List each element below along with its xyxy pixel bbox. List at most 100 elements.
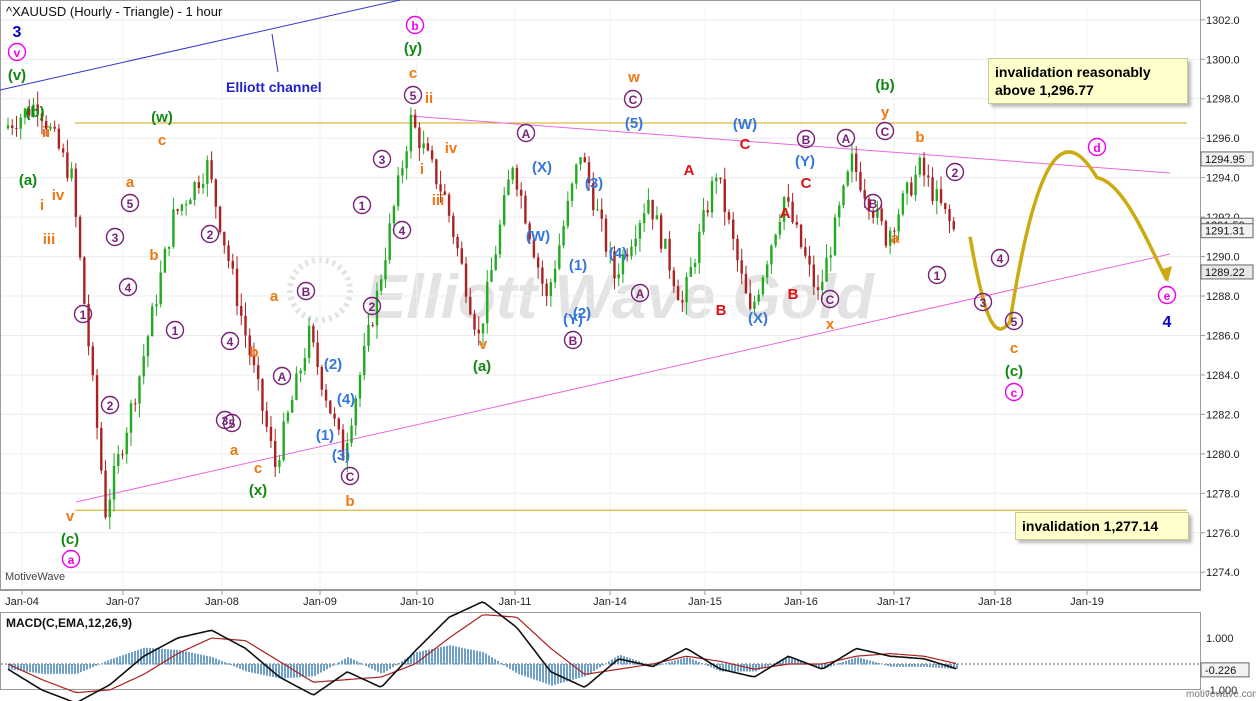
macd-histogram-bar xyxy=(584,664,586,677)
candle-body xyxy=(744,273,748,294)
candle-body xyxy=(396,175,400,207)
macd-histogram-bar xyxy=(134,650,136,665)
candle-body xyxy=(248,335,251,356)
macd-histogram-bar xyxy=(833,664,835,666)
macd-histogram-bar xyxy=(203,655,205,665)
candle-body xyxy=(409,114,413,152)
macd-histogram-bar xyxy=(158,648,160,665)
wave-label: v xyxy=(14,46,21,60)
candle-body xyxy=(715,177,718,182)
wave-label: w xyxy=(627,69,640,86)
wave-label: 3 xyxy=(13,24,22,41)
macd-histogram-bar xyxy=(608,661,610,665)
wave-label-circle xyxy=(820,289,840,309)
candle-body xyxy=(888,230,892,246)
candle-body xyxy=(833,217,837,256)
macd-histogram-bar xyxy=(857,657,859,665)
macd-histogram-bar xyxy=(713,664,715,669)
macd-panel-frame xyxy=(0,612,1201,690)
macd-histogram-bar xyxy=(953,664,955,669)
wave-label: (3) xyxy=(332,447,350,464)
wave-label: (b) xyxy=(875,77,894,94)
wave-label: c xyxy=(158,132,166,149)
wave-label: B xyxy=(802,133,811,147)
macd-histogram-bar xyxy=(479,651,481,665)
wave-label: C xyxy=(801,175,812,192)
candle-body xyxy=(74,168,78,217)
candle-body xyxy=(668,238,671,271)
candle-body xyxy=(952,221,955,230)
macd-histogram-bar xyxy=(425,650,427,665)
candle-body xyxy=(358,375,362,399)
candle-body xyxy=(218,206,222,232)
candle-body xyxy=(948,209,951,222)
macd-histogram-bar xyxy=(698,661,700,665)
candle-body xyxy=(252,355,256,366)
macd-histogram-bar xyxy=(509,664,511,669)
macd-histogram-bar xyxy=(347,657,349,665)
wave-label-circle xyxy=(1004,311,1024,331)
candle-body xyxy=(876,208,879,218)
candle-body xyxy=(57,128,61,149)
candle-body xyxy=(486,281,489,324)
macd-histogram-bar xyxy=(497,660,499,665)
macd-histogram-bar xyxy=(230,664,232,666)
macd-histogram-bar xyxy=(515,664,517,673)
macd-histogram-bar xyxy=(308,664,310,677)
candle-body xyxy=(842,185,845,206)
macd-histogram-bar xyxy=(314,664,316,676)
macd-histogram-bar xyxy=(188,652,190,665)
wave-label-circle xyxy=(105,227,125,247)
candle-body xyxy=(11,125,14,128)
macd-histogram-bar xyxy=(77,664,79,674)
candle-body xyxy=(265,410,268,427)
candle-body xyxy=(384,260,387,280)
candle-body xyxy=(498,224,502,255)
macd-histogram-bar xyxy=(395,664,397,666)
candle-body xyxy=(740,260,743,274)
macd-histogram-bar xyxy=(128,653,130,665)
candle-body xyxy=(532,239,536,258)
candle-body xyxy=(337,418,341,430)
candle-body xyxy=(863,190,866,199)
wave-label: a xyxy=(126,174,135,191)
macd-histogram-bar xyxy=(122,655,124,665)
invalidation-upper-line-2: above 1,296.77 xyxy=(995,82,1094,98)
macd-histogram-bar xyxy=(371,664,373,669)
macd-histogram-bar xyxy=(401,661,403,665)
macd-histogram-bar xyxy=(245,664,247,672)
macd-histogram-bar xyxy=(791,657,793,665)
price-tag xyxy=(1200,264,1254,280)
macd-histogram-bar xyxy=(272,664,274,678)
macd-histogram-bar xyxy=(152,648,154,665)
date-tick-label: Jan-08 xyxy=(205,596,239,608)
macd-histogram-bar xyxy=(350,658,352,665)
wave-label: i xyxy=(420,161,424,178)
chart-title: ^XAUUSD (Hourly - Triangle) - 1 hour xyxy=(6,4,223,19)
macd-histogram-bar xyxy=(599,664,601,668)
macd-histogram-bar xyxy=(851,658,853,665)
macd-histogram-bar xyxy=(284,664,286,679)
macd-histogram-bar xyxy=(485,653,487,665)
candle-body xyxy=(536,257,540,268)
macd-histogram-bar xyxy=(797,659,799,665)
candle-body xyxy=(927,175,930,178)
candle-body xyxy=(511,167,514,180)
date-tick-label: Jan-14 xyxy=(593,596,627,608)
macd-histogram-bar xyxy=(191,652,193,665)
candle-body xyxy=(83,257,86,304)
macd-histogram-bar xyxy=(908,664,910,667)
macd-histogram-bar xyxy=(755,664,757,672)
macd-histogram-bar xyxy=(830,664,832,667)
candle-body xyxy=(443,191,447,195)
macd-histogram-bar xyxy=(377,664,379,672)
macd-histogram-bar xyxy=(248,664,250,673)
price-tick-label: 1280.0 xyxy=(1206,449,1240,461)
macd-histogram-bar xyxy=(413,653,415,665)
wave-label: a xyxy=(68,553,75,567)
price-tick-label: 1288.0 xyxy=(1206,291,1240,303)
macd-histogram-bar xyxy=(341,660,343,665)
macd-histogram-bar xyxy=(410,655,412,665)
macd-histogram-bar xyxy=(320,664,322,673)
